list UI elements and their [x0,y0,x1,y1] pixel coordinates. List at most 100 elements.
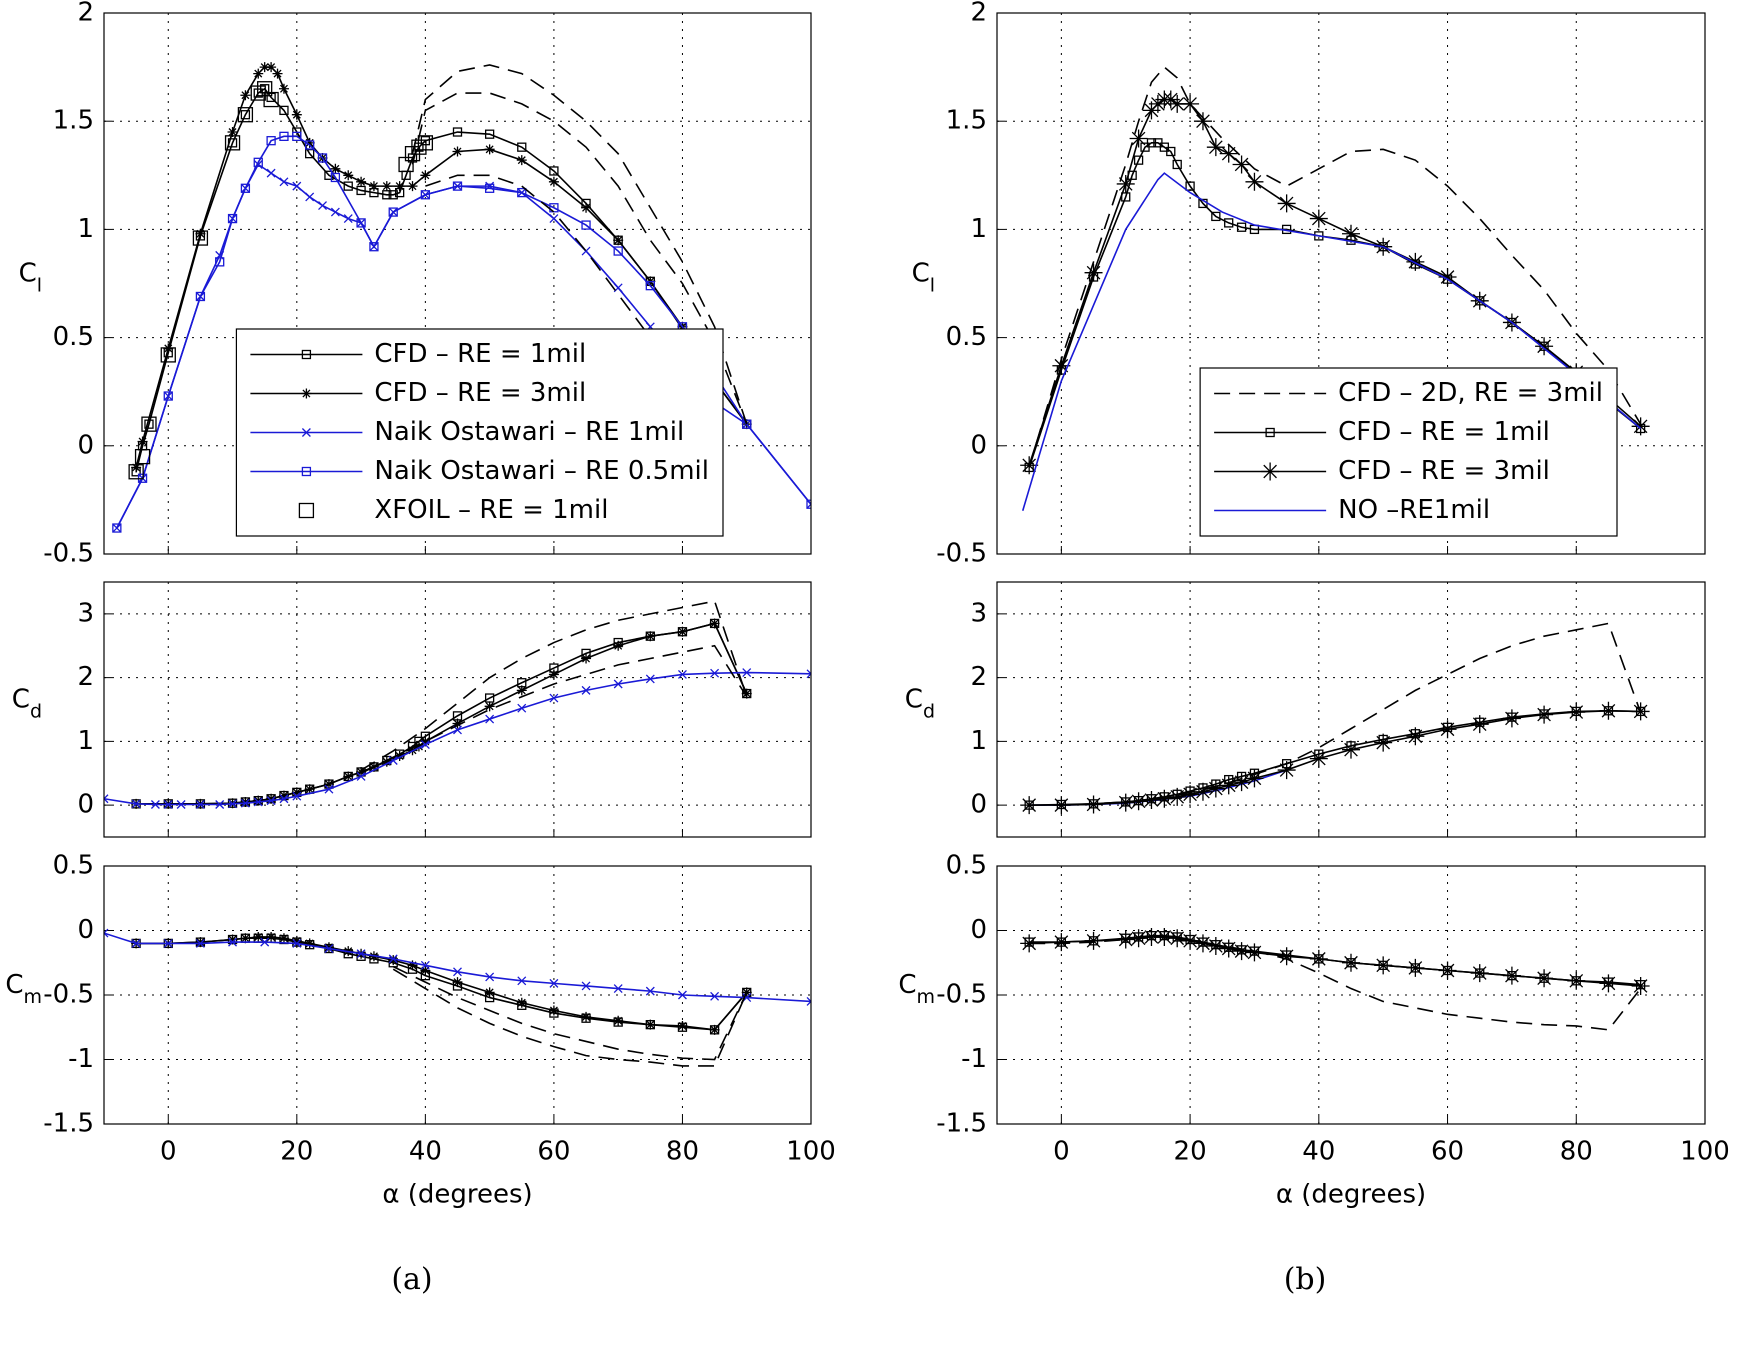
data-layer [1020,622,1650,815]
y-tick-label: 0.5 [946,322,987,352]
marker [1502,709,1521,728]
marker [484,701,495,712]
data-layer [112,62,811,533]
marker [292,131,302,141]
marker [581,220,591,230]
marker [112,523,122,533]
marker [1470,715,1489,734]
marker [317,153,328,163]
marker [1374,733,1393,752]
plot-area [104,582,811,837]
y-axis-label-base: C [5,970,23,1000]
marker [420,965,431,976]
marker [452,977,463,988]
y-tick-label: 2 [77,0,94,28]
marker [141,416,157,432]
marker [1535,705,1554,724]
marker [1567,971,1586,990]
marker [1232,773,1251,792]
marker [356,766,367,777]
y-tick-label: 0 [77,430,94,460]
series-line [360,644,748,774]
marker [1142,101,1161,120]
marker [517,703,527,713]
legend-label: Naik Ostawari – RE 1mil [374,417,684,447]
marker [484,144,495,155]
marker [549,693,559,703]
marker [1438,961,1457,980]
marker [452,146,463,157]
y-axis-label: Cl [19,258,42,296]
marker [324,784,334,794]
marker [677,990,687,1000]
legend: CFD – 2D, RE = 3mil CFD – RE = 1mil CFD – … [1199,367,1618,537]
marker [150,800,160,809]
marker [1168,94,1187,113]
marker [215,800,225,809]
legend: CFD – RE = 1mil CFD – RE = 3mil Naik Ostaw… [235,328,724,537]
marker [1342,953,1360,972]
series-line [425,174,684,382]
marker [1406,252,1425,271]
marker [710,991,720,1001]
marker [163,800,173,809]
marker [278,790,289,801]
marker [1129,929,1148,948]
y-axis-label-base: C [912,258,930,288]
marker [131,462,142,473]
x-axis-label: α (degrees) [382,1180,532,1210]
y-tick-label: 0 [970,915,987,945]
marker [240,110,251,120]
marker [1020,796,1039,815]
marker [613,235,624,246]
marker [292,181,302,191]
marker [452,718,463,729]
marker [253,68,264,79]
marker [484,129,495,139]
series-line [116,135,811,529]
marker [266,136,276,146]
marker [1185,181,1195,191]
x-tick-label: 0 [160,1137,177,1167]
legend-label: XFOIL – RE = 1mil [374,495,608,525]
marker [266,796,276,806]
x-tick-label: 100 [1680,1137,1730,1167]
marker [160,347,176,363]
marker [549,214,559,224]
y-tick-label: -0.5 [936,539,987,569]
marker [369,242,379,252]
y-tick-label: -1 [68,1044,94,1074]
marker [131,799,141,809]
marker [388,955,399,966]
marker [516,997,527,1008]
series-line [135,66,748,468]
y-axis-label: Cl [912,258,935,296]
x-tick-label: 0 [1053,1137,1070,1167]
y-axis-label-base: C [905,684,923,714]
marker [253,797,263,807]
marker [304,784,315,795]
series-line [1028,65,1642,468]
marker [1129,129,1148,148]
marker [516,155,527,166]
marker [1206,936,1225,955]
marker [581,1011,592,1022]
marker [259,62,270,73]
caption: (a) [391,1262,432,1297]
marker [1631,702,1650,721]
marker [485,972,495,982]
subplot: 0 1 2 3 Cd [905,581,1706,838]
marker [516,685,527,696]
marker [1470,964,1489,983]
marker [1631,976,1650,995]
marker [323,779,334,790]
marker [581,653,592,664]
marker [1020,456,1039,475]
x-tick-label: 60 [1431,1137,1464,1167]
y-axis-label: Cd [12,684,42,722]
y-tick-label: 1 [970,726,987,756]
marker [381,181,392,192]
y-axis-label-subscript: d [923,700,935,722]
marker [253,157,263,167]
